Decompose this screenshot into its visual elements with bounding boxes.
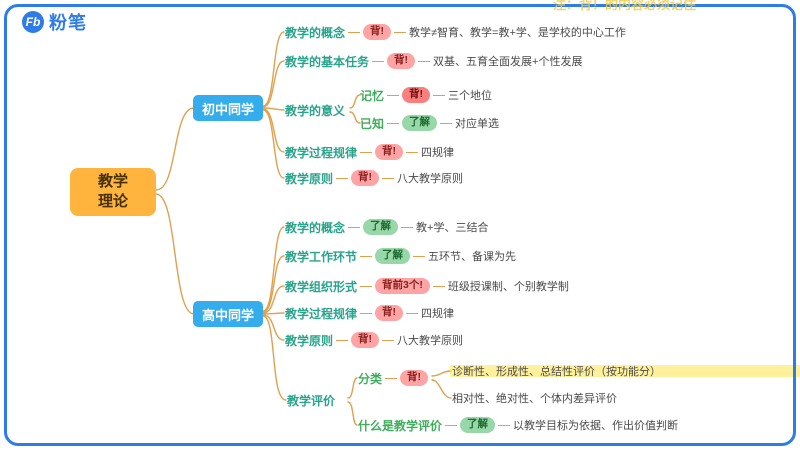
connector-segment (348, 226, 361, 228)
connector-segment (418, 60, 431, 62)
mindmap-subrow: 分类 背! (358, 369, 429, 387)
mindmap-row: 教学评价 (287, 391, 335, 409)
mindmap-subrow: 已知 了解 对应单选 (360, 114, 499, 132)
mindmap-row: 教学过程规律 背! 四规律 (285, 304, 454, 322)
mindmap-row: 教学的概念 背! 教学≠智育、教学=教+学、是学校的中心工作 (285, 23, 626, 41)
mindmap-subrow: 什么是教学评价 了解 以教学目标为依据、作出价值判断 (358, 416, 678, 434)
leaf-text: 八大教学原则 (397, 335, 464, 347)
leaf-text: 八大教学原则 (397, 173, 464, 185)
highlight-marker (450, 365, 800, 377)
connector-segment (348, 31, 361, 33)
connector-segment (387, 122, 400, 124)
leaf-text: 班级授课制、个别教学制 (447, 281, 569, 293)
subtopic-label: 分类 (358, 371, 383, 386)
branch-node-senior: 高中同学 (193, 301, 263, 327)
root-label-line1: 教学 (97, 172, 128, 190)
connector-segment (360, 151, 373, 153)
leaf-text: 教学≠智育、教学=教+学、是学校的中心工作 (409, 27, 626, 39)
connector-segment (401, 226, 414, 228)
mindmap-row: 教学的概念 了解 教+学、三结合 (285, 218, 488, 236)
fenbi-logo: Fb 粉笔 (22, 9, 87, 35)
understand-badge: 了解 (375, 247, 411, 265)
memorize-badge: 背前3个! (375, 277, 430, 295)
connector-segment (433, 94, 446, 96)
subtopic-label: 什么是教学评价 (358, 418, 443, 433)
connector-segment (360, 285, 373, 287)
topic-label: 教学组织形式 (285, 279, 358, 294)
leaf-text: 四规律 (421, 308, 455, 320)
connector-segment (406, 151, 419, 153)
mindmap-leafrow: 相对性、绝对性、个体内差异评价 (452, 389, 617, 407)
branch-node-junior: 初中同学 (193, 95, 263, 121)
mindmap-subrow: 记忆 背! 三个地位 (360, 86, 492, 104)
connector-segment (432, 285, 445, 287)
mindmap-row: 教学的意义 (285, 101, 345, 119)
leaf-text: 相对性、绝对性、个体内差异评价 (452, 393, 617, 405)
mindmap-row: 教学原则 背! 八大教学原则 (285, 169, 463, 187)
memorize-badge: 背! (402, 86, 431, 104)
memorize-badge: 背! (375, 143, 404, 161)
topic-label: 教学过程规律 (285, 145, 358, 160)
connector-segment (445, 424, 458, 426)
understand-badge: 了解 (363, 218, 399, 236)
connector-segment (440, 122, 453, 124)
connector-segment (394, 31, 407, 33)
mindmap-row: 教学的基本任务 背! 双基、五育全面发展+个性发展 (285, 52, 582, 70)
connector-segment (360, 255, 373, 257)
subtopic-label: 记忆 (360, 88, 385, 103)
leaf-text: 四规律 (421, 147, 455, 159)
leaf-text-highlighted: 诊断性、形成性、总结性评价（按功能分） (452, 366, 661, 378)
memorize-badge: 背! (387, 52, 416, 70)
connector-segment (382, 177, 395, 179)
root-label-line2: 理论 (97, 193, 128, 210)
memorize-badge: 背! (375, 304, 404, 322)
leaf-text: 以教学目标为依据、作出价值判断 (513, 420, 679, 432)
topic-label: 教学工作环节 (285, 249, 358, 264)
connector-segment (382, 339, 395, 341)
topic-label: 教学原则 (285, 171, 334, 186)
topic-label: 教学原则 (285, 333, 334, 348)
topic-label: 教学评价 (287, 393, 336, 408)
root-node: 教学 理论 (70, 168, 156, 216)
leaf-text: 五环节、备课为先 (428, 251, 517, 263)
connector-segment (385, 377, 398, 379)
leaf-text: 教+学、三结合 (416, 222, 489, 234)
topic-label: 教学的概念 (285, 25, 346, 40)
logo-icon: Fb (22, 11, 44, 33)
subtopic-label: 已知 (360, 116, 385, 131)
topic-label: 教学过程规律 (285, 306, 358, 321)
understand-badge: 了解 (402, 114, 438, 132)
understand-badge: 了解 (460, 416, 496, 434)
leaf-text: 三个地位 (448, 90, 493, 102)
connector-segment (498, 424, 511, 426)
memorize-badge: 背! (363, 23, 392, 41)
connector-segment (360, 312, 373, 314)
leaf-text: 双基、五育全面发展+个性发展 (433, 56, 583, 68)
topic-label: 教学的概念 (285, 220, 346, 235)
connector-segment (336, 177, 349, 179)
memorize-badge: 背! (351, 169, 380, 187)
annotation-text: 注：背！的内容必须记住 (553, 0, 697, 12)
connector-segment (387, 94, 400, 96)
mindmap-row: 教学组织形式 背前3个! 班级授课制、个别教学制 (285, 277, 569, 295)
logo-text: 粉笔 (49, 13, 87, 33)
mindmap-row: 教学过程规律 背! 四规律 (285, 143, 454, 161)
memorize-badge: 背! (400, 369, 429, 387)
memorize-badge: 背! (351, 331, 380, 349)
topic-label: 教学的意义 (285, 103, 346, 118)
mindmap-row: 教学原则 背! 八大教学原则 (285, 331, 463, 349)
mindmap-row: 教学工作环节 了解 五环节、备课为先 (285, 247, 516, 265)
connector-segment (413, 255, 426, 257)
mindmap-leafrow: 诊断性、形成性、总结性评价（按功能分） (452, 362, 661, 380)
leaf-text: 对应单选 (455, 118, 500, 130)
connector-segment (406, 312, 419, 314)
connector-segment (336, 339, 349, 341)
connector-segment (372, 60, 385, 62)
topic-label: 教学的基本任务 (285, 54, 370, 69)
